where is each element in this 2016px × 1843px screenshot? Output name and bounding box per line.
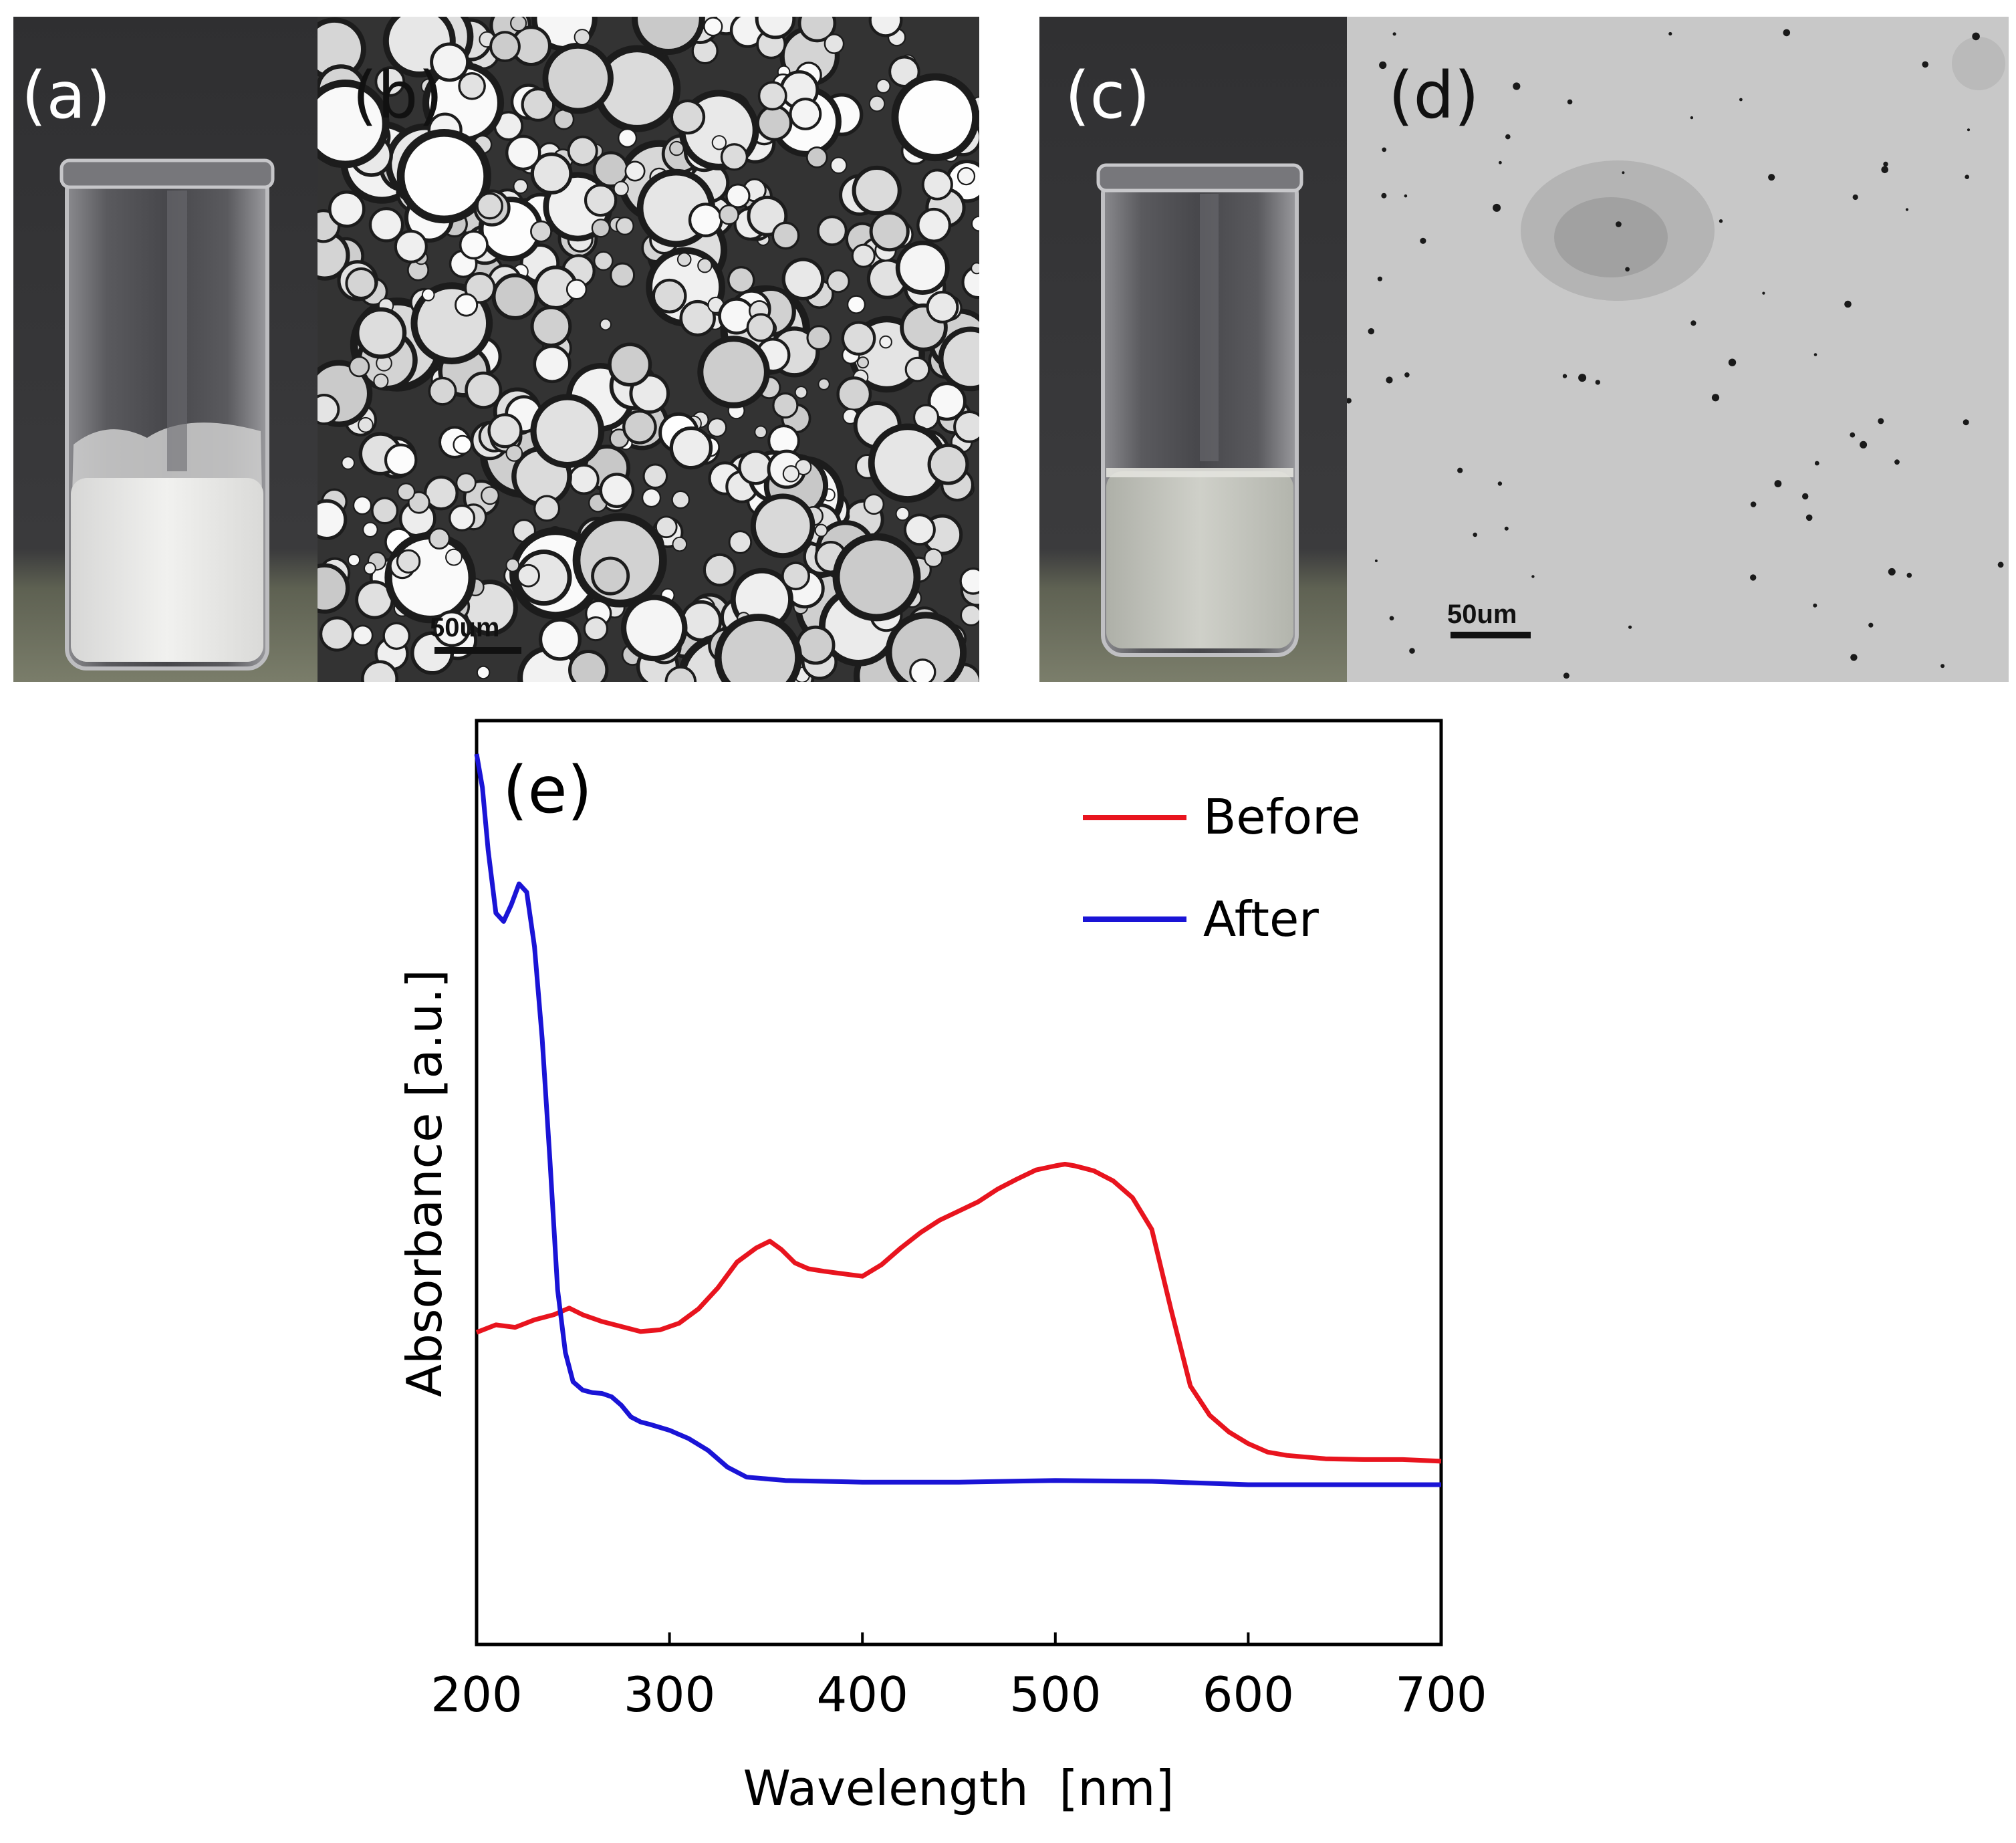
legend-label-before: Before	[1203, 789, 1360, 845]
x-axis-label: Wavelength [nm]	[743, 1760, 1174, 1816]
x-tick-label: 500	[1009, 1667, 1101, 1723]
legend-label-after: After	[1203, 891, 1319, 947]
x-tick-label: 400	[816, 1667, 908, 1723]
panel-a-vial-photo: (a)	[13, 17, 318, 682]
panel-c-vial-photo: (c)	[1039, 17, 1347, 682]
series-line-after	[474, 753, 1441, 1487]
panel-d-micrograph: 50um (d)	[1347, 17, 2009, 682]
clear-micrograph-image	[1347, 17, 2009, 682]
panel-a-label: (a)	[21, 58, 111, 133]
vial-clear-image	[1039, 17, 1347, 682]
vial-emulsion-image	[13, 17, 318, 682]
panel-e-absorbance-chart: 200 300 400 500 600 700 (e) Before After Wave…	[396, 719, 1487, 1816]
x-tick-label: 200	[430, 1667, 522, 1723]
x-tick-label: 300	[624, 1667, 715, 1723]
plot-frame	[475, 719, 1443, 1646]
x-tick-label: 600	[1203, 1667, 1294, 1723]
panel-b-label: (b)	[352, 58, 443, 133]
panel-b-micrograph: 50um (b)	[318, 17, 979, 682]
x-tick-label: 700	[1395, 1667, 1487, 1723]
panel-e-label: (e)	[503, 753, 592, 828]
series-line-before	[475, 1162, 1442, 1464]
panel-d-label: (d)	[1388, 58, 1479, 133]
droplet-micrograph-image	[318, 17, 979, 682]
y-axis-label: Absorbance [a.u.]	[396, 969, 453, 1397]
panel-c-label: (c)	[1065, 58, 1150, 133]
panel-b-scalebar-label: 50um	[430, 613, 500, 642]
panel-d-scalebar-label: 50um	[1447, 600, 1517, 629]
